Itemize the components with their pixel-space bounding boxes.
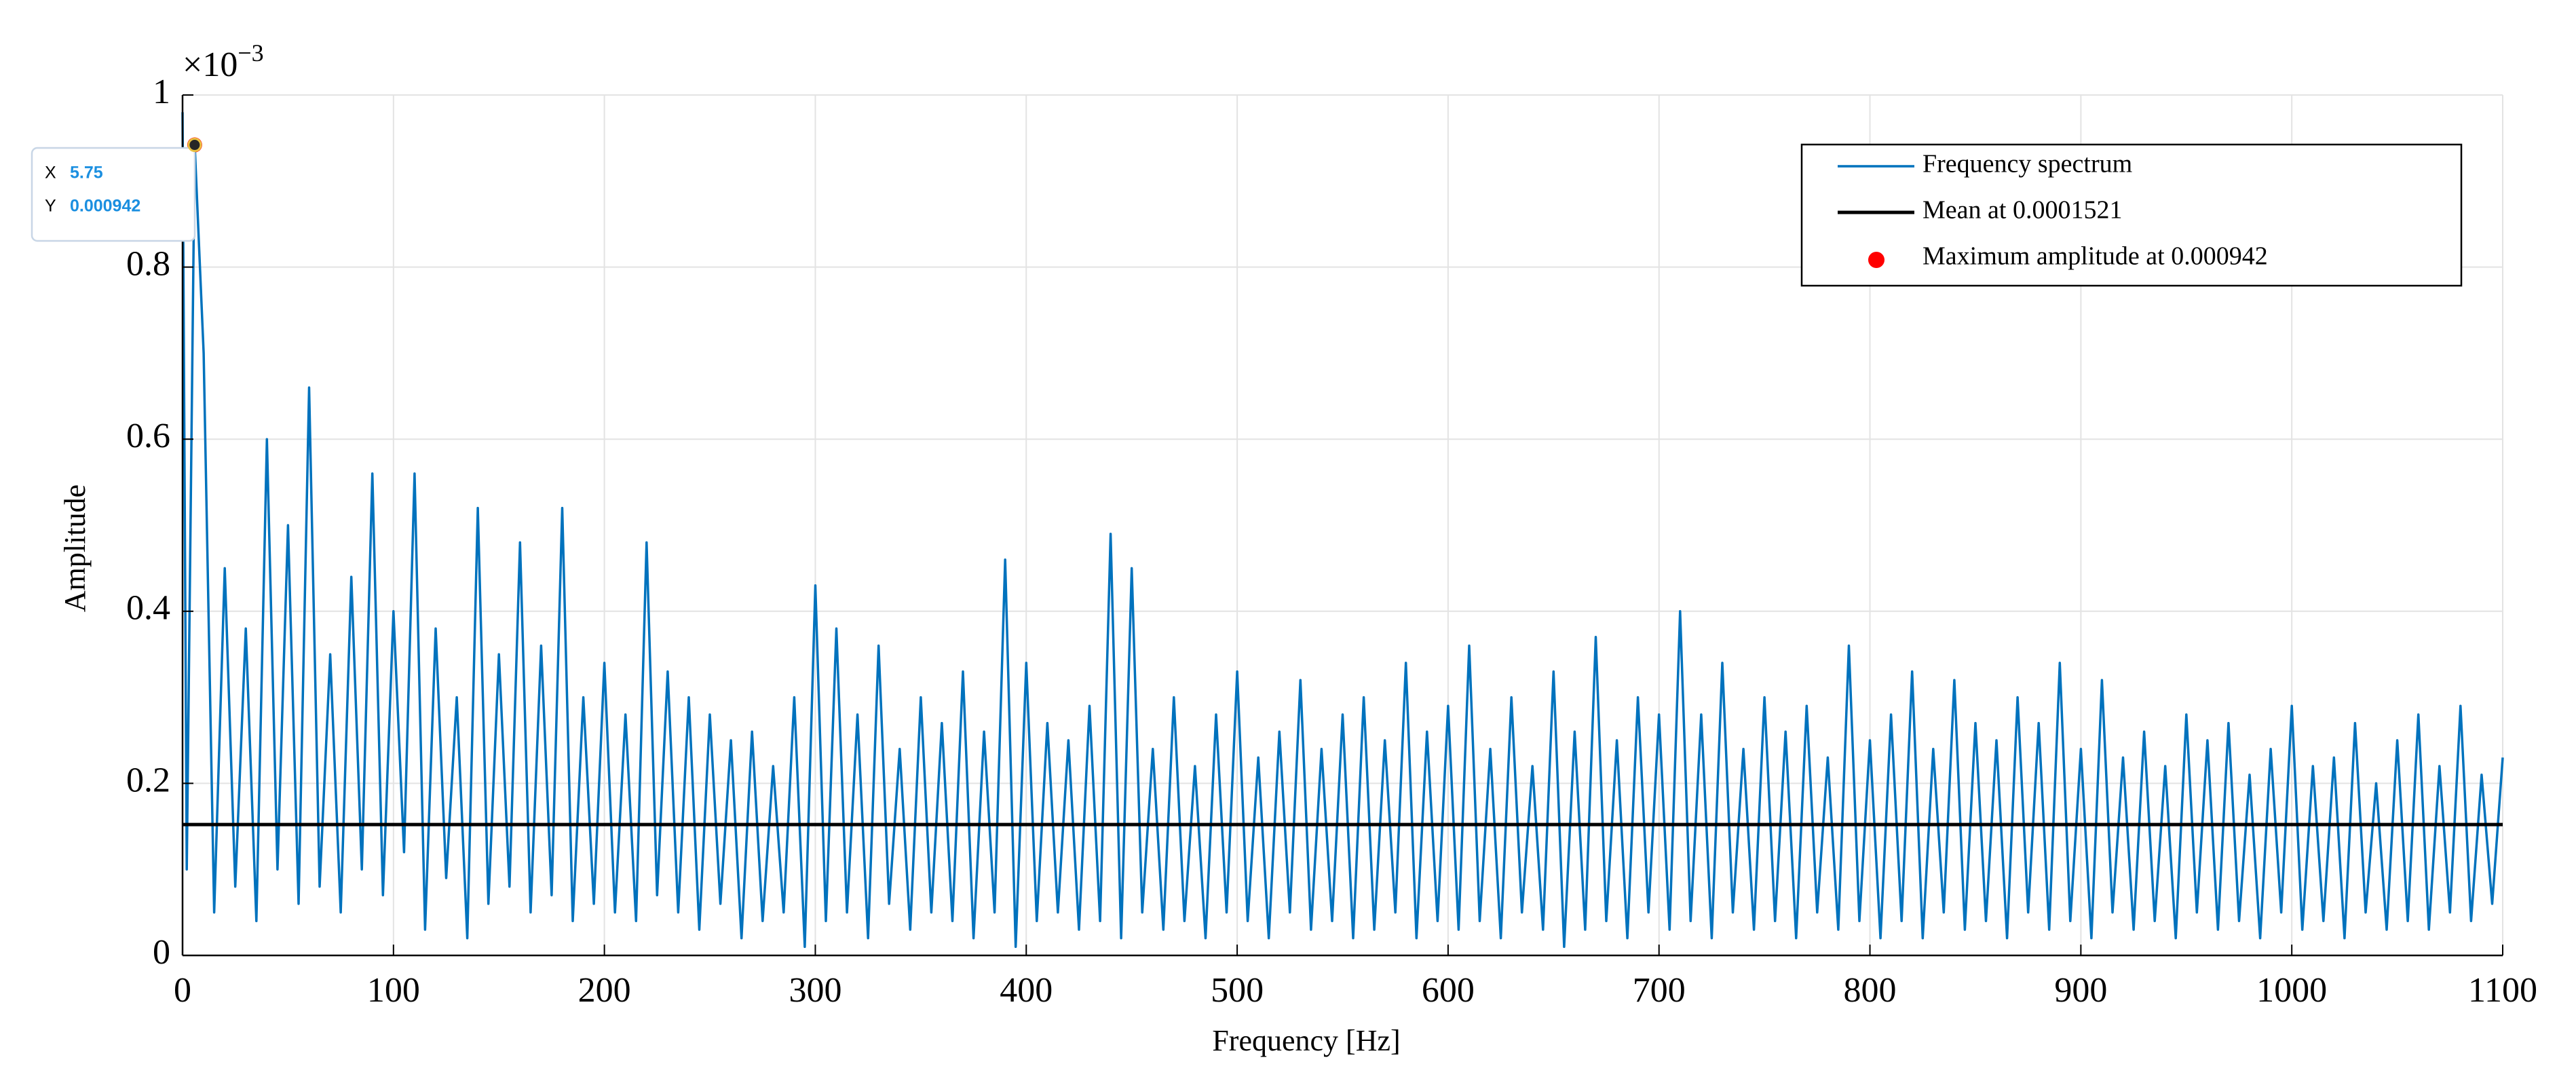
y-multiplier-base: ×10	[183, 45, 238, 84]
x-tick-label: 400	[1000, 971, 1053, 1010]
x-tick-label: 300	[789, 971, 841, 1010]
legend-label: Mean at 0.0001521	[1922, 196, 2122, 225]
legend-label: Maximum amplitude at 0.000942	[1922, 242, 2268, 271]
legend-box	[1800, 143, 2463, 287]
datatip-y-value: 0.000942	[70, 197, 140, 216]
x-tick-label: 900	[2054, 971, 2107, 1010]
y-multiplier: ×10−3	[183, 39, 264, 84]
y-multiplier-exponent: −3	[238, 39, 263, 66]
y-tick-label: 0	[153, 933, 170, 972]
legend-label: Frequency spectrum	[1922, 150, 2132, 178]
x-tick-label: 800	[1844, 971, 1897, 1010]
y-tick-label: 0.6	[126, 417, 170, 455]
y-tick-label: 1	[153, 73, 170, 111]
datatip-x-value: 5.75	[70, 164, 103, 183]
x-axis-label: Frequency [Hz]	[1212, 1024, 1400, 1057]
datatip-y-label: Y	[45, 197, 56, 216]
x-tick-label: 0	[174, 971, 191, 1010]
x-tick-label: 200	[578, 971, 631, 1010]
legend-swatch	[1868, 252, 1884, 268]
x-tick-label: 100	[367, 971, 420, 1010]
spectrum-line	[181, 112, 2504, 949]
datatip-marker	[187, 138, 202, 153]
y-tick-label: 0.4	[126, 589, 170, 628]
datatip-x-label: X	[45, 164, 56, 183]
x-tick-label: 1000	[2256, 971, 2327, 1010]
x-tick-label: 500	[1211, 971, 1264, 1010]
x-tick-label: 1100	[2468, 971, 2537, 1010]
x-tick-label: 700	[1633, 971, 1686, 1010]
y-tick-label: 0.8	[126, 245, 170, 284]
y-tick-label: 0.2	[126, 761, 170, 799]
x-tick-label: 600	[1422, 971, 1475, 1010]
datatip-box	[31, 147, 196, 242]
y-axis-label: Amplitude	[58, 484, 92, 612]
